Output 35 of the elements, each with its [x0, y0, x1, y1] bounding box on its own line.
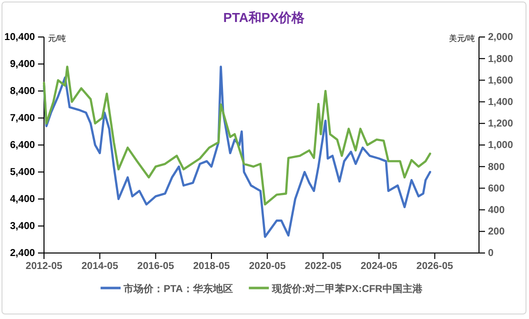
- y-tick-label: 3,400: [10, 221, 36, 232]
- y2-tick-label: 2,000: [488, 32, 514, 44]
- x-tick-label: 2026-05: [416, 261, 454, 272]
- y2-tick-label: 1,400: [488, 97, 514, 108]
- y2-tick-label: 1,600: [488, 75, 514, 86]
- x-tick-label: 2020-05: [248, 261, 286, 272]
- y2-tick-label: 1,000: [488, 140, 514, 152]
- y2-axis-title: 美元/吨: [448, 34, 475, 43]
- x-tick-label: 2018-05: [193, 261, 230, 272]
- line-series: [42, 66, 432, 206]
- y-tick-label: 10,400: [4, 32, 36, 44]
- y2-tick-label: 1,800: [488, 54, 514, 65]
- y-tick-label: 5,400: [10, 167, 36, 178]
- chart-title: PTA和PX价格: [223, 10, 306, 25]
- y-tick-label: 9,400: [10, 59, 36, 70]
- y-tick-label: 7,400: [10, 113, 36, 124]
- legend-label: 市场价：PTA：华东地区: [122, 283, 233, 295]
- y-axis-title: 元/吨: [48, 34, 66, 43]
- x-tick-label: 2016-05: [137, 261, 174, 272]
- x-tick-label: 2012-05: [26, 261, 63, 272]
- y-tick-label: 2,400: [10, 248, 36, 260]
- y2-tick-label: 800: [488, 162, 506, 173]
- y2-tick-label: 0: [488, 248, 494, 260]
- y2-tick-label: 1,200: [488, 118, 514, 130]
- y-tick-label: 4,400: [10, 194, 36, 206]
- x-tick-label: 2022-05: [304, 261, 342, 272]
- y-tick-label: 6,400: [10, 140, 36, 152]
- x-tick-label: 2024-05: [360, 261, 398, 272]
- y2-tick-label: 200: [488, 226, 506, 238]
- legend-label: 现货价:对二甲苯PX:CFR中国主港: [270, 283, 424, 295]
- y-tick-label: 8,400: [10, 86, 36, 98]
- x-tick-label: 2014-05: [81, 261, 119, 272]
- y2-tick-label: 600: [488, 183, 506, 194]
- line-series: [42, 66, 432, 238]
- y2-tick-label: 400: [488, 205, 506, 216]
